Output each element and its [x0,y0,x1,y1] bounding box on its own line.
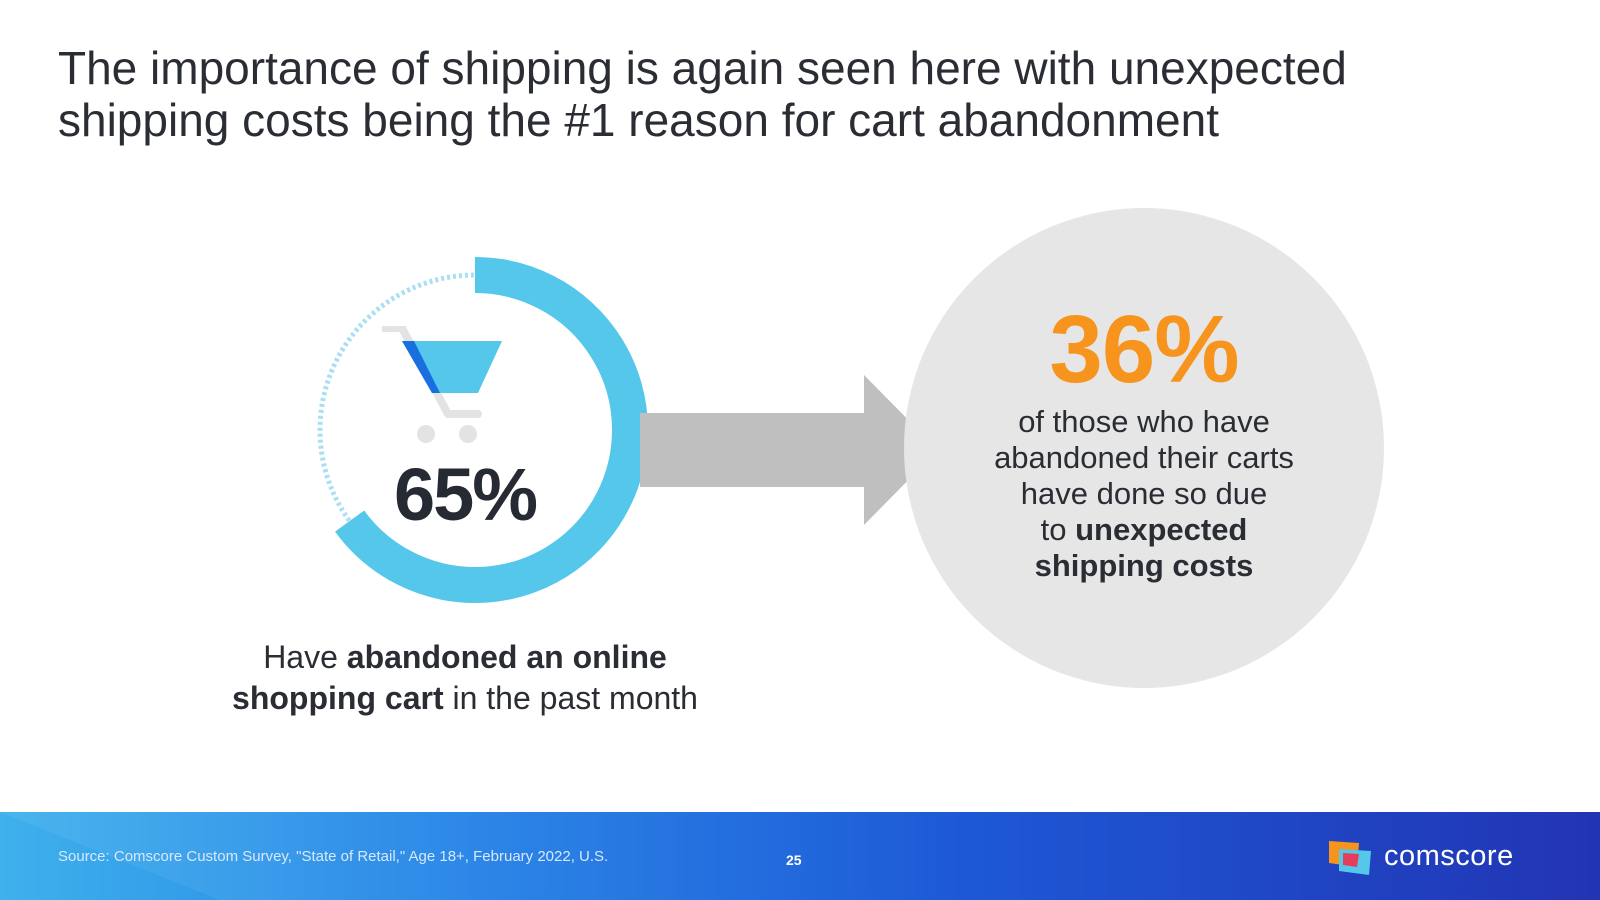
caption-text: in the past month [443,680,698,716]
donut-chart [290,245,660,615]
highlight-circle [904,208,1384,688]
shipping-cost-stat: 36% [1049,296,1239,403]
caption-text: abandoned their carts [994,440,1294,475]
footer-decoration [0,812,1600,900]
brand-name: comscore [1384,840,1514,872]
caption-text: have done so due [1020,476,1268,511]
caption-text: Have [263,639,347,675]
slide-title: The importance of shipping is again seen… [58,42,1347,146]
right-arrow-icon [640,375,938,525]
shipping-cost-caption: of those who have abandoned their carts … [944,404,1344,584]
donut-arc-65 [335,257,648,603]
abandonment-stat: 65% [393,453,538,536]
caption-emphasis: abandoned an online [346,639,667,675]
shopping-cart-icon [382,326,502,443]
caption-text: of those who have [1018,404,1270,439]
caption-emphasis: shopping cart [232,680,444,716]
caption-emphasis: unexpected [1075,512,1248,547]
abandonment-caption: Have abandoned an online shopping cart i… [180,637,750,719]
caption-emphasis: shipping costs [1034,548,1254,583]
page-number: 25 [786,852,802,868]
comscore-logo-icon [1329,841,1371,875]
caption-text: to [1040,512,1076,547]
source-note: Source: Comscore Custom Survey, "State o… [58,848,609,865]
